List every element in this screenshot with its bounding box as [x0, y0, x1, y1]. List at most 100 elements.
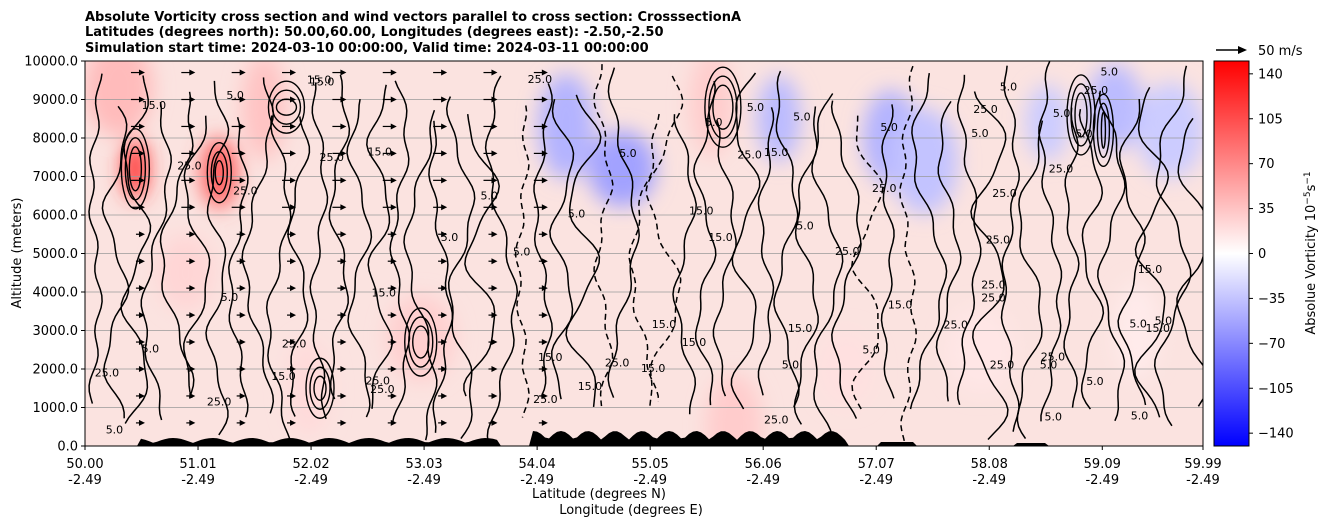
contour-label: 25.0 — [177, 160, 202, 173]
contour-label: 15.0 — [538, 351, 563, 364]
quiver-key: 50 m/s — [1216, 44, 1303, 59]
wind-vector-head — [138, 419, 145, 426]
y-tick-label: 1000.0 — [33, 401, 79, 416]
wind-vector-head — [290, 231, 297, 238]
colorbar-tick-label: −140 — [1258, 427, 1294, 442]
contour-line — [1117, 98, 1147, 406]
wind-vector-head — [239, 285, 246, 292]
vorticity-blob — [1136, 82, 1203, 179]
wind-vector-head — [239, 150, 246, 157]
contour-label: 25.0 — [1049, 163, 1074, 176]
contour-line — [463, 114, 500, 397]
contour-line — [389, 80, 411, 423]
contour-loop — [309, 366, 331, 410]
contour-line — [956, 74, 982, 406]
wind-vector-head — [541, 419, 548, 426]
y-axis: 0.0 1000.0 2000.0 3000.0 4000.0 5000.0 6000.0 7… — [24, 55, 85, 455]
wind-vector-head — [340, 123, 347, 130]
contour-label: 25.0 — [207, 396, 232, 409]
wind-vector-head — [290, 312, 297, 319]
wind-vector-head — [390, 339, 397, 346]
wind-vector-head — [491, 150, 498, 157]
x-tick-label-longitude: -2.49 — [1186, 473, 1220, 488]
contour-label: 5.0 — [1131, 410, 1149, 423]
wind-vector-head — [290, 204, 297, 211]
y-tick-label: 0.0 — [57, 440, 78, 455]
wind-vector-head — [491, 204, 498, 211]
wind-vector-head — [340, 231, 347, 238]
contour-line — [970, 91, 1009, 441]
y-tick-label: 4000.0 — [33, 286, 79, 301]
wind-vector-head — [290, 419, 297, 426]
wind-vector-head — [441, 150, 448, 157]
contour-label: 25.0 — [1084, 84, 1109, 97]
contour-loop — [271, 89, 302, 125]
title-line-1: Absolute Vorticity cross section and win… — [85, 10, 741, 25]
contour-label: 5.0 — [880, 121, 898, 134]
contour-line — [909, 72, 948, 410]
contour-loop — [1096, 102, 1111, 159]
contour-line — [628, 113, 660, 403]
x-tick-label-longitude: -2.49 — [407, 473, 441, 488]
wind-vector-head — [541, 231, 548, 238]
contour-label: 5.0 — [747, 101, 765, 114]
x-tick-label-longitude: -2.49 — [294, 473, 328, 488]
contour-loop — [1070, 83, 1092, 147]
contour-line — [1097, 90, 1126, 422]
wind-vector-head — [189, 123, 196, 130]
wind-vector-head — [441, 123, 448, 130]
gridlines — [85, 99, 1203, 408]
wind-vector-head — [340, 96, 347, 103]
x-axis-label-latitude: Latitude (degrees N) — [532, 487, 666, 502]
wind-vector-head — [541, 69, 548, 76]
contour-loop — [404, 307, 438, 377]
y-axis-label: Altitude (meters) — [10, 198, 25, 309]
wind-vector-head — [340, 150, 347, 157]
contour-label: 15.0 — [764, 146, 789, 159]
colorbar: 140 105 70 35 0 −35 −70 −105 −140 Absolue Vortic… — [1213, 60, 1319, 447]
contour-label: 5.0 — [1075, 127, 1093, 140]
contour-line — [309, 82, 329, 420]
x-tick-label-latitude: 51.01 — [179, 457, 216, 472]
contour-line — [565, 94, 602, 407]
wind-vector-head — [340, 258, 347, 265]
contour-line — [140, 101, 172, 421]
x-tick-label-latitude: 57.07 — [858, 457, 895, 472]
contour-label: 15.0 — [641, 362, 666, 375]
contour-label: 25.0 — [1041, 350, 1066, 363]
wind-vector-head — [491, 419, 498, 426]
wind-vector-head — [390, 177, 397, 184]
colorbar-tick-label: 35 — [1258, 202, 1275, 217]
wind-vector-head — [189, 392, 196, 399]
wind-vector-head — [441, 258, 448, 265]
x-tick-label-latitude: 53.03 — [405, 457, 442, 472]
wind-vector-head — [239, 231, 246, 238]
contour-label: 5.0 — [1101, 66, 1119, 79]
wind-vector-head — [138, 123, 145, 130]
contour-label: 15.0 — [1146, 322, 1171, 335]
contour-label: 25.0 — [872, 182, 897, 195]
wind-vector-head — [340, 419, 347, 426]
wind-vector-head — [340, 177, 347, 184]
contour-loop — [708, 75, 738, 139]
wind-vector-head — [491, 258, 498, 265]
contour-line — [328, 74, 351, 400]
wind-vector-head — [541, 96, 548, 103]
contour-loop — [712, 84, 734, 130]
contour-line — [880, 104, 895, 399]
wind-vector-head — [138, 231, 145, 238]
contour-line — [851, 115, 884, 410]
contour-label: 5.0 — [862, 344, 880, 357]
wind-vector-head — [541, 366, 548, 372]
x-axis: 50.00-2.4951.01-2.4952.02-2.4953.03-2.49… — [66, 446, 1222, 488]
wind-vector-head — [390, 204, 397, 211]
x-tick-label-latitude: 50.00 — [66, 457, 103, 472]
x-tick-label-longitude: -2.49 — [1085, 473, 1119, 488]
contour-label: 25.0 — [981, 291, 1006, 304]
wind-vector-head — [491, 312, 498, 319]
contour-line — [88, 73, 103, 404]
vorticity-blob — [286, 340, 331, 437]
wind-vector-head — [441, 285, 448, 292]
wind-vector-head — [541, 123, 548, 130]
contour-label: 5.0 — [782, 358, 800, 371]
